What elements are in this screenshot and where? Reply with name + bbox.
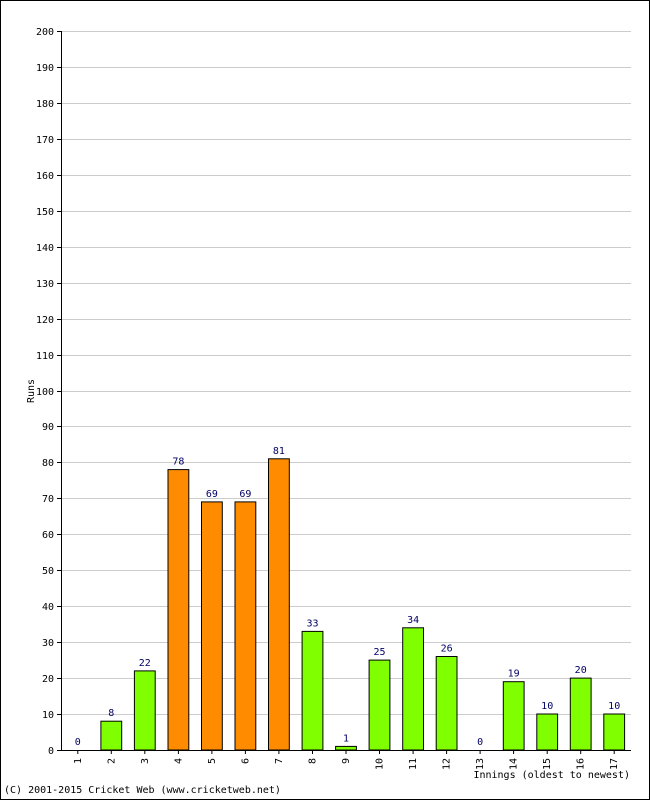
bar-innings-5 [201,501,223,751]
y-tick-label: 130 [36,279,54,290]
y-tick-label: 10 [42,710,54,721]
axes [61,31,631,751]
y-tick-label: 160 [36,171,54,182]
bar-innings-10 [368,659,391,751]
value-label: 20 [575,665,587,676]
bar-innings-16 [569,677,592,751]
bar-innings-3 [133,670,156,751]
value-label: 0 [477,737,483,748]
y-tick-label: 70 [42,494,54,505]
y-tick-label: 200 [36,27,54,38]
y-axis-ticks: 0 10 20 30 40 50 60 70 80 90 100 110 120 130 140 150 160… [36,27,61,757]
bar-innings-17 [603,713,626,751]
value-label: 19 [508,669,520,680]
y-tick-label: 90 [42,422,54,433]
y-tick-label: 120 [36,315,54,326]
y-tick-label: 80 [42,458,54,469]
x-tick-label: 17 [609,758,620,770]
value-label: 10 [608,701,620,712]
y-tick-label: 30 [42,638,54,649]
value-label: 34 [407,615,419,626]
x-tick-label: 1 [73,758,84,764]
value-label: 69 [239,489,251,500]
grid-lines [61,31,631,715]
x-tick-label: 14 [509,758,520,770]
value-label: 10 [541,701,553,712]
value-label: 33 [306,618,318,629]
x-tick-label: 3 [140,758,151,764]
x-axis-title: Innings (oldest to newest) [473,770,630,781]
value-label: 26 [441,644,453,655]
y-tick-label: 100 [36,387,54,398]
y-tick-label: 190 [36,63,54,74]
x-tick-label: 12 [442,758,453,770]
x-tick-label: 10 [375,758,386,770]
bar-innings-7 [268,458,290,751]
value-label: 22 [139,658,151,669]
value-labels: 0 8 22 78 69 69 81 33 1 25 34 26 0 19 10 20 10 [75,446,620,748]
bar-innings-11 [402,627,425,751]
y-axis-title: Runs [26,379,37,403]
bar-innings-4 [167,469,190,751]
value-label: 78 [172,457,184,468]
x-tick-label: 16 [576,758,587,770]
x-tick-label: 6 [240,758,251,764]
y-tick-label: 20 [42,674,54,685]
x-tick-label: 9 [341,758,352,764]
bar-innings-8 [301,630,324,751]
bars [100,458,626,751]
bar-innings-9 [335,745,357,751]
copyright-text: (C) 2001-2015 Cricket Web (www.cricketwe… [4,785,281,796]
x-tick-label: 13 [475,758,486,770]
bar-innings-2 [100,720,123,751]
value-label: 1 [343,733,349,744]
x-tick-label: 5 [207,758,218,764]
x-tick-label: 8 [308,758,319,764]
x-tick-label: 7 [274,758,285,764]
bar-innings-14 [502,681,525,751]
y-tick-label: 50 [42,566,54,577]
y-tick-label: 110 [36,351,54,362]
y-tick-label: 40 [42,602,54,613]
y-tick-label: 140 [36,243,54,254]
y-tick-label: 60 [42,530,54,541]
value-label: 69 [206,489,218,500]
x-tick-label: 4 [173,758,184,764]
value-label: 25 [373,647,385,658]
bar-innings-15 [536,713,559,751]
bar-innings-6 [234,501,257,751]
x-tick-label: 15 [542,758,553,770]
x-tick-label: 2 [106,758,117,764]
x-tick-label: 11 [408,758,419,770]
value-label: 81 [273,446,285,457]
value-label: 0 [75,737,81,748]
y-tick-label: 170 [36,135,54,146]
bar-innings-12 [435,656,458,751]
y-tick-label: 0 [48,746,54,757]
value-label: 8 [108,708,114,719]
x-axis-ticks: 1 2 3 4 5 6 7 8 9 10 11 12 13 14 15 16 17 [73,750,620,770]
y-tick-label: 150 [36,207,54,218]
y-tick-label: 180 [36,99,54,110]
